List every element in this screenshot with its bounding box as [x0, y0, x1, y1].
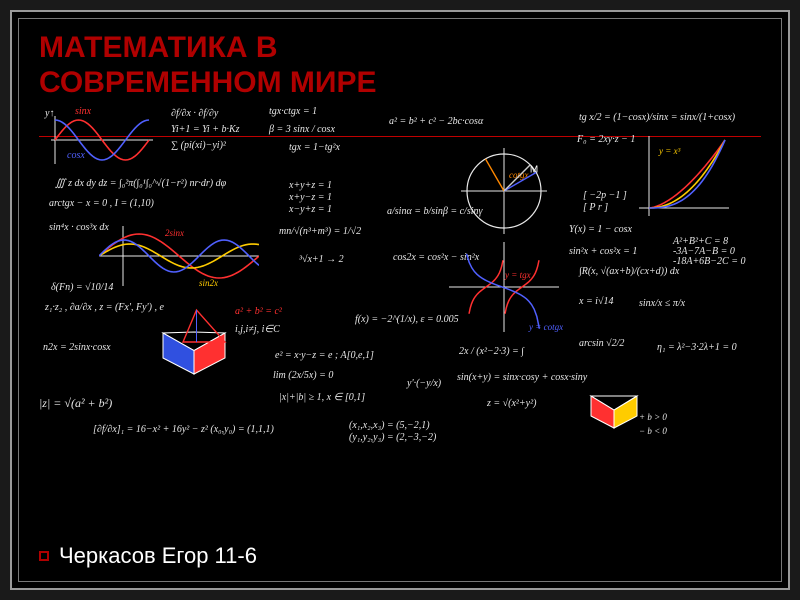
- multi-sine-graph: [99, 226, 259, 286]
- formula-text: mn/√(n³+m³) = 1/√2: [279, 226, 361, 237]
- formula-text: n2x = 2sinx·cosx: [43, 342, 111, 353]
- formula-text: Yi+1 = Yi + b·Kz: [171, 124, 240, 135]
- title-line-2: СОВРЕМЕННОМ МИРЕ: [39, 66, 377, 99]
- cubic-graph: [639, 136, 729, 216]
- formula-text: x+y+z = 1: [289, 180, 332, 191]
- formula-text: e² = x·y−z = e ; A[0,e,1]: [275, 350, 374, 361]
- formula-text: + b > 0: [639, 412, 667, 422]
- formula-text: (y₁,y₂,y₃) = (2,−3,−2): [349, 432, 436, 443]
- formula-text: ³√x+1 → 2: [299, 254, 344, 265]
- formula-text: -18A+6B−2C = 0: [673, 256, 745, 267]
- footer: Черкасов Егор 11-6: [39, 535, 761, 569]
- slide-frame-inner: МАТЕМАТИКА В СОВРЕМЕННОМ МИРЕ y↑sinxcosx…: [18, 18, 782, 582]
- formula-text: tgx = 1−tg²x: [289, 142, 340, 153]
- slide-frame-outer: МАТЕМАТИКА В СОВРЕМЕННОМ МИРЕ y↑sinxcosx…: [10, 10, 790, 590]
- formula-text: ∂f/∂x · ∂f/∂y: [171, 108, 218, 119]
- formula-text: 2x / (x²−2·3) = ∫: [459, 346, 524, 357]
- formula-text: z = √(x²+y²): [487, 398, 536, 409]
- formula-text: [ −2p −1 ]: [583, 190, 627, 201]
- prism-small-shape: [587, 392, 641, 432]
- blackboard-area: y↑sinxcosx∂f/∂x · ∂f/∂ytgx·ctgx = 1Yi+1 …: [39, 106, 761, 535]
- formula-text: |z| = √(a² + b²): [39, 396, 112, 411]
- formula-text: x+y−z = 1: [289, 192, 332, 203]
- formula-text: i,j,i≠j, i∈C: [235, 324, 280, 335]
- author-label: Черкасов Егор 11-6: [59, 543, 257, 569]
- formula-text: Y(x) = 1 − cosx: [569, 224, 632, 235]
- formula-text: z₁·z₂ , ∂a/∂x , z = (Fx', Fy') , e: [45, 302, 164, 313]
- formula-text: arcsin √2/2: [579, 338, 624, 349]
- unit-circle-graph: M: [459, 146, 549, 236]
- formula-text: sin²x + cos²x = 1: [569, 246, 637, 257]
- formula-text: [∂f/∂x]₁ = 16−x² + 16y² − z² (x₀,y₀) = (…: [93, 424, 274, 435]
- formula-text: tg x/2 = (1−cosx)/sinx = sinx/(1+cosx): [579, 112, 735, 123]
- formula-text: ∑ (pi(xi)−yi)²: [171, 140, 226, 151]
- formula-text: F₀ = 2xy·z − 1: [577, 134, 635, 145]
- formula-text: (x₁,x₂,x₃) = (5,−2,1): [349, 420, 430, 431]
- sine-cosine-graph: [47, 112, 157, 168]
- tan-cot-graph: [449, 242, 559, 332]
- formula-text: arctgx − x = 0 , I = (1,10): [49, 198, 154, 209]
- formula-text: sinx/x ≤ π/x: [639, 298, 685, 309]
- formula-text: f(x) = −2^(1/x), ε = 0.005: [355, 314, 459, 325]
- svg-text:M: M: [530, 165, 538, 176]
- formula-text: lim (2x/5x) = 0: [273, 370, 333, 381]
- formula-text: |x|+|b| ≥ 1, x ∈ [0,1]: [279, 392, 365, 403]
- bullet-icon: [39, 551, 49, 561]
- formula-text: a² = b² + c² − 2bc·cosα: [389, 116, 483, 127]
- formula-text: − b < 0: [639, 426, 667, 436]
- slide-title: МАТЕМАТИКА В СОВРЕМЕННОМ МИРЕ: [39, 31, 761, 100]
- title-line-1: МАТЕМАТИКА В: [39, 31, 278, 64]
- formula-text: x = i√14: [579, 296, 613, 307]
- formula-text: sin(x+y) = sinx·cosy + cosx·siny: [457, 372, 587, 383]
- formula-text: η₁ = λ²−3·2λ+1 = 0: [657, 342, 737, 353]
- formula-text: a² + b² = c²: [235, 306, 282, 317]
- formula-text: ∫R(x, √(ax+b)/(cx+d)) dx: [579, 266, 679, 277]
- formula-text: y'·(−y/x): [407, 378, 441, 389]
- formula-text: [ P r ]: [583, 202, 608, 213]
- formula-text: β = 3 sinx / cosx: [269, 124, 335, 135]
- formula-text: x−y+z = 1: [289, 204, 332, 215]
- formula-text: tgx·ctgx = 1: [269, 106, 317, 117]
- abc-triangle: [179, 306, 229, 346]
- formula-text: ∭ z dx dy dz = ∫₀²π(∫₀¹∫₀^√(1−r²) nr·dr)…: [55, 178, 226, 189]
